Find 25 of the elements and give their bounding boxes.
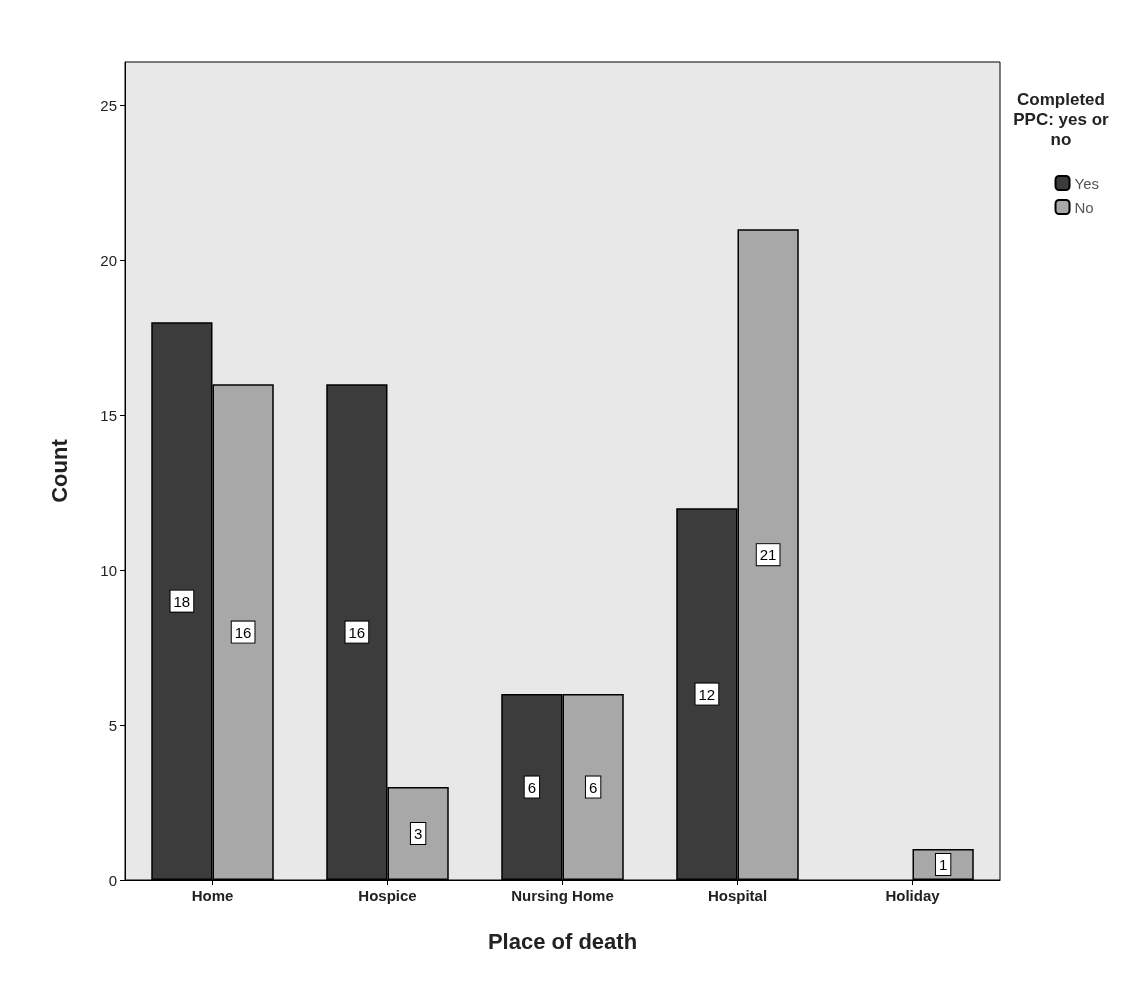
data-label: 18 — [173, 592, 191, 610]
data-label: 16 — [348, 623, 366, 641]
legend-label: No — [1074, 198, 1094, 216]
y-tick-label: 15 — [100, 406, 117, 424]
data-label: 1 — [938, 856, 948, 874]
data-label: 3 — [413, 825, 423, 843]
x-tick-label: Holiday — [885, 887, 941, 904]
x-axis-title: Place of death — [487, 928, 638, 954]
data-label: 6 — [527, 778, 537, 796]
y-tick-label: 25 — [100, 96, 117, 114]
data-label: 6 — [588, 778, 598, 796]
y-tick-label: 5 — [108, 716, 117, 734]
y-axis-title: Count — [46, 438, 72, 503]
x-tick-label: Nursing Home — [511, 887, 614, 904]
x-tick-label: Hospital — [707, 887, 768, 904]
data-label: 21 — [759, 546, 777, 564]
data-label: 12 — [698, 685, 716, 703]
data-label: 16 — [234, 623, 252, 641]
x-tick-label: Hospice — [358, 887, 417, 904]
x-tick-label: Home — [191, 887, 234, 904]
y-tick-label: 10 — [100, 561, 117, 579]
y-tick-label: 0 — [108, 871, 117, 889]
legend-label: Yes — [1074, 174, 1100, 192]
legend-title: Completed PPC: yes or no — [1012, 90, 1110, 150]
y-tick-label: 20 — [100, 251, 117, 269]
